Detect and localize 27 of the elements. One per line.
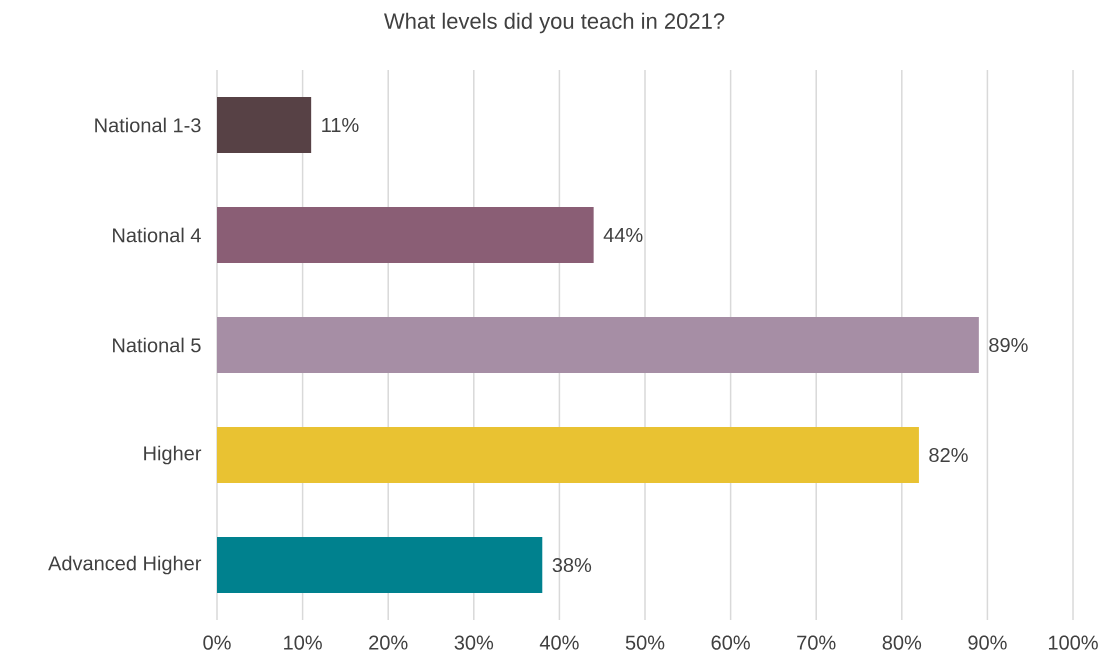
y-tick-label: Higher — [144, 445, 202, 465]
x-tick-label: 100% — [1048, 635, 1098, 650]
x-tick-label: 70% — [797, 635, 836, 650]
y-tick-label: National 4 — [113, 227, 201, 243]
y-tick-label: Advanced Higher — [48, 555, 202, 575]
bar — [217, 207, 594, 264]
data-label: 82% — [929, 447, 968, 463]
bar — [217, 317, 979, 374]
x-tick-label: 30% — [454, 635, 494, 650]
chart-title: What levels did you teach in 2021? — [383, 12, 725, 34]
x-tick-label: 20% — [369, 635, 408, 650]
y-tick-label: National 5 — [113, 337, 201, 353]
x-tick-label: 60% — [711, 635, 750, 650]
x-tick-label: 50% — [625, 635, 665, 650]
data-label: 44% — [603, 228, 643, 243]
x-tick-label: 10% — [284, 635, 322, 650]
data-label: 89% — [989, 337, 1028, 353]
data-label: 38% — [552, 557, 592, 573]
x-tick-label: 40% — [539, 635, 579, 650]
y-tick-label: National 1-3 — [95, 117, 201, 133]
x-tick-label: 0% — [203, 635, 231, 650]
bar — [217, 427, 919, 484]
bar — [217, 97, 312, 154]
data-label: 11% — [322, 118, 359, 133]
bar — [217, 537, 543, 594]
x-tick-label: 80% — [882, 635, 922, 650]
x-tick-label: 90% — [968, 635, 1007, 650]
